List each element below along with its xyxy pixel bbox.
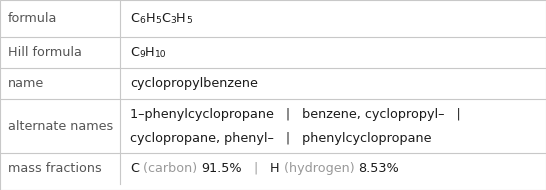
Text: (carbon): (carbon) — [139, 162, 201, 175]
Text: 6: 6 — [139, 16, 145, 25]
Text: alternate names: alternate names — [8, 120, 113, 132]
Text: (hydrogen): (hydrogen) — [280, 162, 358, 175]
Text: 10: 10 — [155, 50, 167, 59]
Text: mass fractions: mass fractions — [8, 162, 102, 175]
Text: H: H — [270, 162, 280, 175]
Text: H: H — [145, 46, 155, 59]
Text: |: | — [242, 162, 270, 175]
Text: 1–phenylcyclopropane   |   benzene, cyclopropyl–   |: 1–phenylcyclopropane | benzene, cyclopro… — [130, 108, 461, 121]
Text: cyclopropylbenzene: cyclopropylbenzene — [130, 77, 258, 90]
Text: H: H — [176, 12, 186, 25]
Text: 5: 5 — [155, 16, 161, 25]
Text: name: name — [8, 77, 44, 90]
Text: 9: 9 — [139, 50, 145, 59]
Text: C: C — [130, 46, 139, 59]
Text: H: H — [145, 12, 155, 25]
Text: 8.53%: 8.53% — [358, 162, 399, 175]
Text: Hill formula: Hill formula — [8, 46, 82, 59]
Text: C: C — [161, 12, 170, 25]
Text: formula: formula — [8, 12, 57, 25]
Text: 3: 3 — [170, 16, 176, 25]
Text: C: C — [130, 12, 139, 25]
Text: 91.5%: 91.5% — [201, 162, 242, 175]
Text: cyclopropane, phenyl–   |   phenylcyclopropane: cyclopropane, phenyl– | phenylcyclopropa… — [130, 132, 431, 145]
Text: 5: 5 — [186, 16, 192, 25]
Text: C: C — [130, 162, 139, 175]
